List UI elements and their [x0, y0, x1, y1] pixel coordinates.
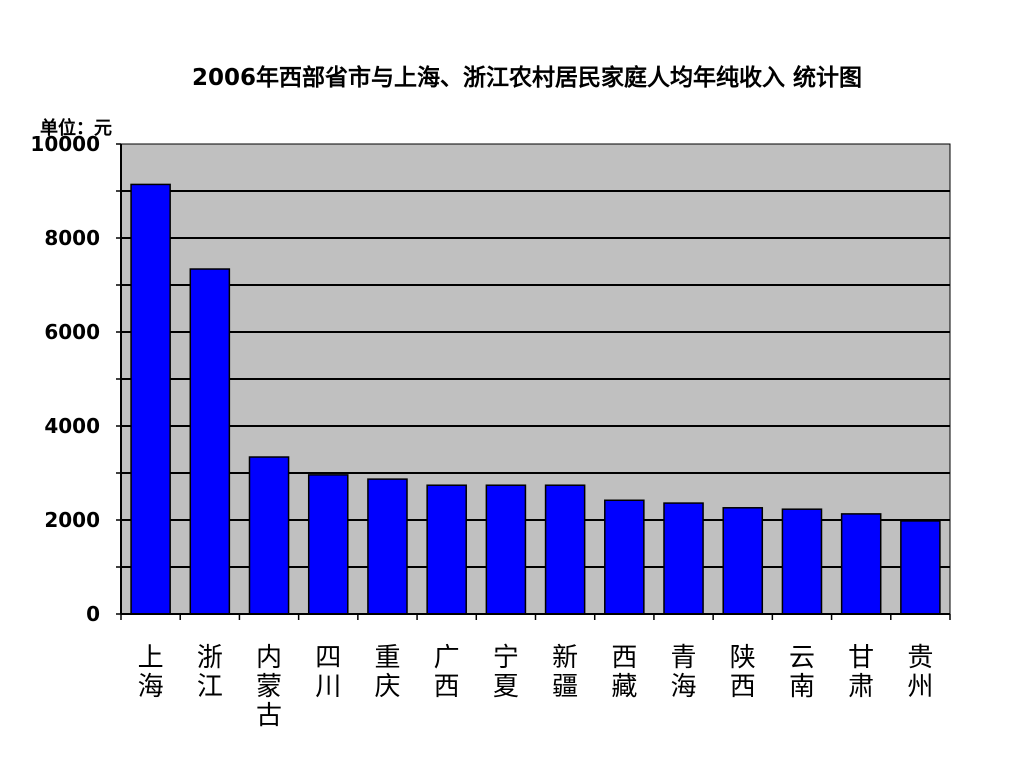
- y-tick-label: 4000: [44, 414, 100, 438]
- x-tick-label: 贵州: [907, 643, 933, 702]
- bar: [130, 183, 171, 615]
- x-tick-label: 甘肃: [848, 643, 874, 702]
- bar: [248, 456, 290, 615]
- bar: [604, 499, 645, 615]
- bar: [426, 484, 467, 615]
- x-tick-label: 四川: [315, 643, 341, 702]
- x-tick-label: 西藏: [611, 643, 637, 702]
- x-tick-label: 青海: [671, 643, 697, 702]
- bar: [189, 268, 231, 615]
- bar: [900, 520, 941, 615]
- y-tick-label: 0: [86, 602, 100, 626]
- bar: [663, 502, 704, 615]
- bar: [781, 508, 823, 615]
- y-tick-label: 2000: [44, 508, 100, 532]
- chart-title: 2006年西部省市与上海、浙江农村居民家庭人均年纯收入 统计图: [191, 65, 863, 91]
- x-tick-label: 浙江: [197, 643, 223, 702]
- x-tick-label: 重庆: [374, 643, 400, 702]
- unit-label: 单位：元: [40, 118, 112, 139]
- x-tick-label: 上海: [138, 643, 164, 702]
- bar: [722, 507, 764, 615]
- bar: [544, 484, 586, 615]
- bar: [485, 484, 527, 615]
- x-tick-label: 陕西: [730, 643, 756, 702]
- bar: [307, 474, 349, 615]
- y-tick-label: 10000: [30, 132, 100, 156]
- x-tick-label: 宁夏: [493, 643, 519, 702]
- x-tick-label: 广西: [434, 643, 460, 702]
- y-tick-label: 6000: [44, 320, 100, 344]
- x-tick-label: 新疆: [552, 643, 578, 702]
- x-tick-label: 云南: [789, 643, 815, 702]
- x-tick-label: 内蒙古: [256, 643, 282, 731]
- bar: [367, 478, 408, 615]
- y-tick-label: 8000: [44, 226, 100, 250]
- y-tick-labels: 0 2000 4000 6000 8000 10000: [30, 132, 100, 626]
- bar: [840, 513, 882, 615]
- bars: [130, 183, 941, 615]
- axes: [116, 143, 951, 620]
